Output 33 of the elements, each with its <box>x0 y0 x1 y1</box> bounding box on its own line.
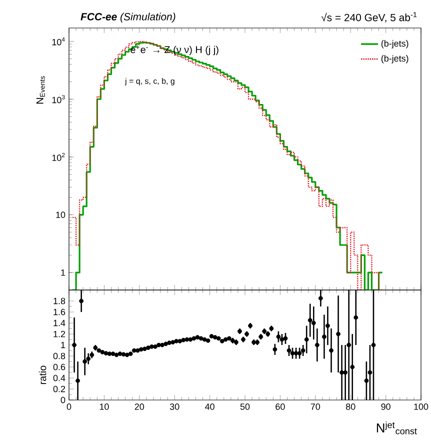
y-tick-label: 0.2 <box>53 386 66 392</box>
x-tick-label: 0 <box>66 404 72 410</box>
y-tick-label: 0.4 <box>53 374 66 382</box>
y-tick-label: 10$^{3}$ <box>52 95 65 104</box>
legend-label: (b-jets) <box>381 55 408 64</box>
x-tick-label: 70 <box>310 404 320 410</box>
y-tick-label: 1.4 <box>54 320 66 326</box>
x-tick-label: 90 <box>381 404 390 410</box>
y-tick-label: 1.8 <box>54 298 66 304</box>
y-tick-label: 1.6 <box>54 308 66 316</box>
y-tick-label: 0 <box>60 396 66 404</box>
y-tick-label: 1.2 <box>54 330 66 338</box>
x-tick-label: 80 <box>346 404 356 410</box>
y-tick-label: 1 <box>61 342 66 348</box>
y-tick-label: 0.8 <box>53 352 66 360</box>
y-tick-label: 10$^{2}$ <box>52 152 65 161</box>
x-tick-label: 30 <box>170 404 180 410</box>
x-tick-label: 40 <box>205 404 214 410</box>
x-tick-label: 60 <box>276 404 285 410</box>
chart-title: FCC-ee (Simulation) <box>80 12 176 22</box>
x-tick-label: 20 <box>134 404 144 410</box>
legend-label: (b-jets) <box>381 40 408 48</box>
y-axis-title: ratio <box>38 366 46 384</box>
x-tick-label: 100 <box>414 404 428 410</box>
y-tick-label: 1 <box>61 270 66 276</box>
y-tick-label: 0.6 <box>53 364 66 370</box>
chart-subtitle: √s = 240 GeV, 5 ab$^{-1}$ <box>321 12 417 22</box>
x-axis-title: N$^{jet}$const <box>376 422 417 434</box>
y-tick-label: 10 <box>56 212 66 218</box>
x-tick-label: 50 <box>240 404 250 410</box>
y-axis-title: N$_{Events}$ <box>36 76 45 104</box>
x-tick-label: 10 <box>100 404 109 410</box>
y-tick-label: 10$^{4}$ <box>52 37 65 46</box>
